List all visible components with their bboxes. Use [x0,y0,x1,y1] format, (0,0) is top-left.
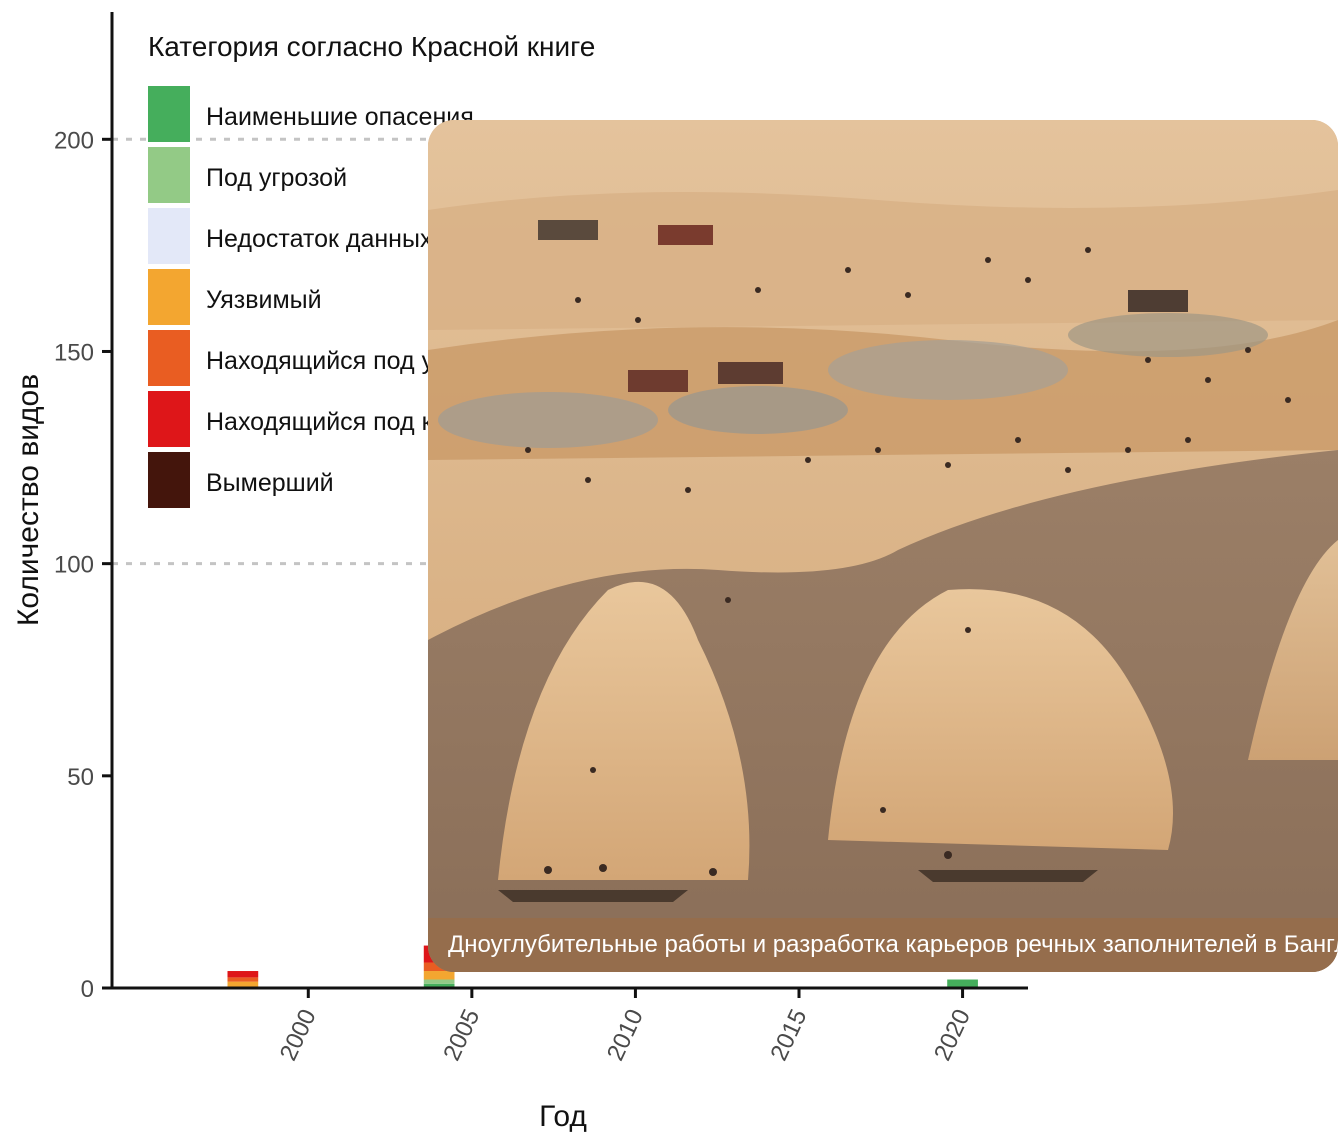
x-axis-ticks: 2000 2005 2010 2015 2020 [275,988,976,1065]
legend-swatch [148,391,190,447]
bar-segment [423,971,455,980]
bar-segment [227,981,259,988]
bar-segment [227,977,259,982]
legend-label: Недостаток данных [206,225,433,253]
legend-label: Находящийся под крит [206,408,472,436]
photo-scene-image [428,120,1338,972]
y-tick-label: 0 [81,976,94,1003]
legend-swatch [148,208,190,264]
y-tick-label: 50 [67,764,94,791]
legend-label: Находящийся под угро [206,347,471,375]
x-tick-label: 2005 [438,1005,485,1065]
x-tick-label: 2010 [602,1005,649,1065]
legend-title: Категория согласно Красной книге [148,31,595,62]
bar-segment [227,971,259,978]
legend-label: Уязвимый [206,286,322,314]
legend-label: Вымерший [206,469,334,497]
y-tick-label: 100 [54,552,94,579]
legend-label: Под угрозой [206,164,347,192]
x-tick-label: 2020 [929,1005,976,1065]
legend-swatch [148,452,190,508]
quarry-photo: Дноуглубительные работы и разработка кар… [428,120,1338,972]
y-axis-title: Количество видов [12,374,45,626]
bar-segment [947,979,978,988]
legend-swatch [148,86,190,142]
y-axis-ticks: 0 50 100 150 200 [54,127,112,1003]
x-tick-label: 2015 [765,1005,812,1065]
legend-swatch [148,269,190,325]
bar-segment [423,979,455,984]
y-tick-label: 150 [54,339,94,366]
legend-swatch [148,330,190,386]
x-axis-title: Год [539,1100,587,1133]
photo-caption: Дноуглубительные работы и разработка кар… [428,918,1338,972]
x-tick-label: 2000 [275,1005,322,1065]
legend-swatch [148,147,190,203]
bar-segment [423,983,455,988]
y-tick-label: 200 [54,127,94,154]
